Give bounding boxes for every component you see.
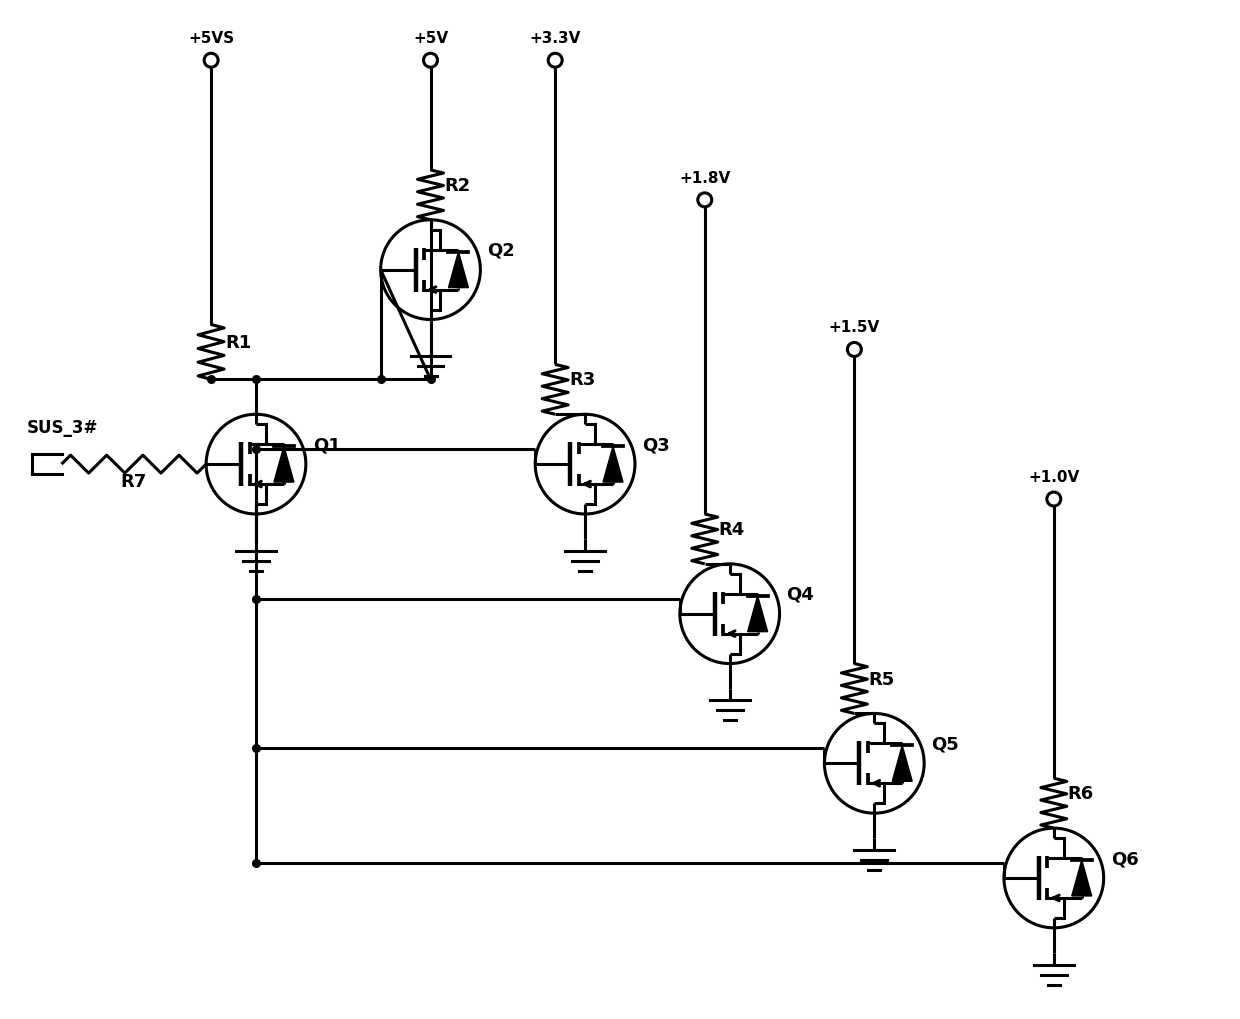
Text: Q4: Q4 [786, 585, 815, 603]
Polygon shape [603, 446, 622, 483]
Text: R4: R4 [719, 521, 745, 538]
Text: Q5: Q5 [931, 735, 959, 753]
Text: R7: R7 [120, 473, 148, 490]
Text: R1: R1 [226, 333, 252, 352]
Text: Q1: Q1 [312, 436, 341, 453]
Text: +1.0V: +1.0V [1028, 470, 1080, 485]
Text: Q3: Q3 [642, 436, 670, 453]
Polygon shape [274, 446, 294, 483]
Text: +1.5V: +1.5V [828, 320, 880, 335]
Text: R2: R2 [444, 176, 471, 195]
Text: SUS_3#: SUS_3# [26, 419, 98, 437]
Text: R5: R5 [868, 669, 894, 688]
Text: +5V: +5V [413, 32, 448, 46]
Polygon shape [748, 596, 768, 632]
Text: Q6: Q6 [1111, 849, 1138, 867]
Text: +5VS: +5VS [188, 32, 234, 46]
Polygon shape [893, 746, 913, 782]
Text: Q2: Q2 [487, 242, 515, 260]
Text: +3.3V: +3.3V [529, 32, 580, 46]
Polygon shape [449, 253, 469, 288]
Polygon shape [1071, 860, 1091, 896]
Text: R6: R6 [1068, 785, 1094, 802]
Text: +1.8V: +1.8V [680, 171, 730, 185]
Text: R3: R3 [569, 371, 595, 389]
